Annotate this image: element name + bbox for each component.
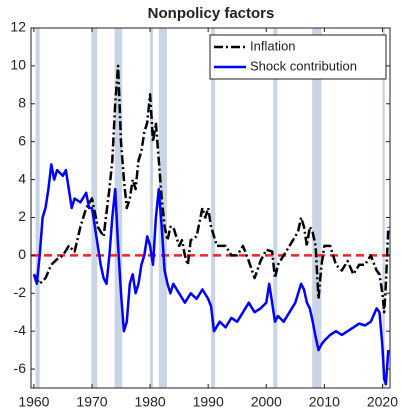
plot-frame (30, 27, 391, 389)
y-tick-label: 10 (10, 57, 26, 73)
recession-band (312, 28, 322, 388)
x-tick-label: 1980 (135, 394, 166, 410)
recession-band (211, 28, 216, 388)
x-tick-label: 2000 (251, 394, 282, 410)
y-tick-label: -2 (14, 284, 27, 300)
legend-label: Inflation (250, 38, 296, 53)
y-tick-label: 0 (18, 246, 26, 262)
series-line (32, 163, 390, 386)
y-tick-label: 2 (18, 208, 26, 224)
recession-band (114, 28, 123, 388)
x-tick-label: 2010 (309, 394, 340, 410)
x-tick-label: 1960 (18, 394, 49, 410)
x-tick-label: 1970 (76, 394, 107, 410)
x-tick-label: 2020 (367, 394, 398, 410)
series-line (32, 64, 390, 314)
y-tick-label: -4 (14, 322, 27, 338)
y-tick-label: 12 (10, 19, 26, 35)
y-tick-label: 4 (18, 170, 26, 186)
recession-band (273, 28, 278, 388)
legend-label: Shock contribution (250, 58, 357, 73)
chart-title: Nonpolicy factors (148, 5, 275, 22)
y-tick-label: 8 (18, 94, 26, 110)
recession-band (35, 28, 40, 388)
recession-band (91, 28, 98, 388)
y-tick-label: 6 (18, 132, 26, 148)
legend-box (209, 34, 387, 80)
y-tick-label: -6 (14, 360, 27, 376)
x-tick-label: 1990 (193, 394, 224, 410)
recession-band (150, 28, 153, 388)
recession-band (382, 28, 385, 388)
